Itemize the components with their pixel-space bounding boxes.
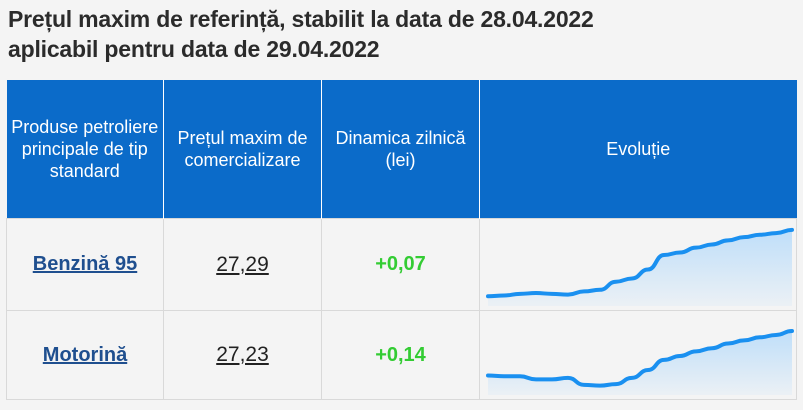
sparkline-line (486, 329, 794, 388)
daily-change-value: +0,14 (375, 343, 426, 366)
delta-cell: +0,07 (321, 218, 480, 311)
sparkline-chart (486, 329, 794, 395)
price-cell: 27,23 (163, 310, 322, 400)
title-line-2: aplicabil pentru data de 29.04.2022 (8, 36, 380, 62)
header-max-price: Prețul maxim de comercializare (163, 80, 322, 219)
evolution-cell (479, 310, 797, 400)
price-value[interactable]: 27,29 (216, 252, 269, 276)
sparkline-area (488, 229, 792, 306)
product-link-benzina-95[interactable]: Benzină 95 (32, 253, 138, 275)
product-cell: Motorină (6, 310, 164, 400)
sparkline-chart (486, 227, 794, 306)
sparkline-line (486, 227, 794, 299)
price-cell: 27,29 (163, 218, 322, 311)
product-link-motorina[interactable]: Motorină (42, 343, 128, 366)
product-cell: Benzină 95 (6, 218, 164, 311)
price-value[interactable]: 27,23 (216, 343, 269, 366)
table-row: Benzină 95 27,29 +0,07 (6, 218, 797, 311)
table-row: Motorină 27,23 +0,14 (6, 310, 797, 400)
title-line-1: Prețul maxim de referință, stabilit la d… (8, 6, 594, 32)
page-title: Prețul maxim de referință, stabilit la d… (8, 4, 594, 64)
header-products: Produse petroliere principale de tip sta… (6, 80, 164, 219)
price-table: Produse petroliere principale de tip sta… (6, 80, 797, 400)
evolution-cell (479, 218, 797, 311)
table-header-row: Produse petroliere principale de tip sta… (6, 80, 797, 219)
daily-change-value: +0,07 (375, 253, 426, 275)
delta-cell: +0,14 (321, 310, 480, 400)
header-daily-change: Dinamica zilnică (lei) (321, 80, 480, 219)
header-evolution: Evoluție (479, 80, 797, 219)
